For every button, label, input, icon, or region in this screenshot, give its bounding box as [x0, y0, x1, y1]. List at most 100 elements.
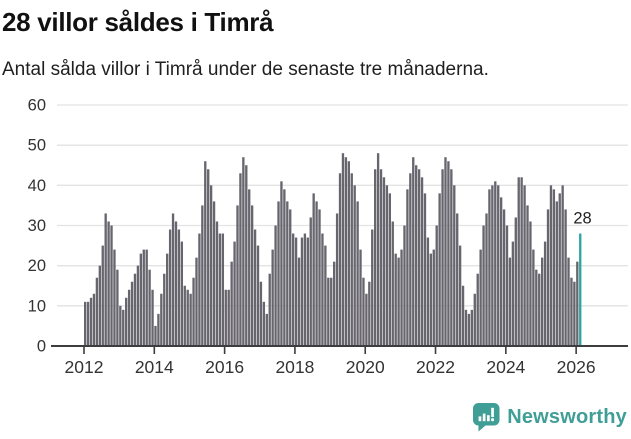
bar — [546, 209, 550, 346]
bar — [89, 297, 93, 346]
bar — [171, 213, 175, 346]
bar — [209, 185, 213, 346]
bar — [570, 277, 573, 346]
bar — [341, 153, 345, 346]
bar — [335, 213, 339, 346]
bar — [315, 201, 318, 346]
bar — [303, 233, 307, 346]
bar — [485, 213, 488, 346]
bar — [438, 193, 441, 346]
bar — [84, 301, 87, 346]
bar — [104, 213, 107, 346]
bar — [300, 237, 304, 346]
bar — [133, 273, 137, 346]
y-axis-tick-label: 30 — [28, 217, 46, 235]
bar — [116, 269, 119, 346]
bar — [136, 265, 140, 346]
bar — [517, 177, 520, 346]
x-axis-tick-label: 2018 — [275, 357, 314, 377]
bar — [180, 241, 184, 346]
logo-bar-small — [478, 416, 482, 422]
bar — [558, 193, 561, 346]
bar — [286, 201, 289, 346]
x-axis-tick-label: 2026 — [557, 357, 596, 377]
logo-exclamation-dot — [491, 418, 495, 422]
bar — [385, 185, 389, 346]
highlighted-bar — [579, 233, 582, 346]
y-axis-tick-label: 50 — [28, 137, 46, 155]
bar — [253, 229, 257, 346]
bar — [403, 225, 406, 346]
bar — [470, 309, 474, 346]
bar — [441, 169, 444, 346]
bar — [494, 181, 497, 346]
bar — [456, 213, 459, 346]
bar — [148, 269, 151, 346]
bar — [201, 205, 204, 346]
bar — [139, 253, 142, 346]
bar — [204, 161, 207, 346]
bar — [297, 257, 301, 346]
bar — [508, 257, 512, 346]
last-value-label: 28 — [573, 210, 591, 228]
bar — [207, 169, 210, 346]
y-axis-tick-label: 60 — [28, 97, 46, 115]
bar — [177, 229, 181, 346]
bar — [195, 257, 198, 346]
bar — [573, 281, 576, 346]
bar — [198, 233, 201, 346]
bar — [291, 233, 295, 346]
logo-bubble-shape — [473, 403, 500, 432]
bar — [388, 193, 391, 346]
bar — [321, 233, 324, 346]
bar — [350, 173, 353, 346]
bar — [130, 281, 134, 346]
brand-label: Newsworthy — [507, 406, 627, 428]
bar — [461, 285, 465, 346]
bar — [154, 325, 157, 346]
bar — [125, 297, 128, 346]
bar — [394, 253, 397, 346]
bar — [359, 249, 362, 346]
bar — [122, 309, 125, 346]
bar — [464, 309, 468, 346]
bar — [242, 157, 245, 346]
y-axis-tick-label: 20 — [28, 257, 46, 275]
bar — [417, 169, 421, 346]
bar — [376, 153, 380, 346]
y-axis-tick-label: 40 — [28, 177, 46, 195]
bar — [453, 185, 456, 346]
bar — [324, 245, 327, 346]
bar — [256, 245, 260, 346]
bar — [239, 173, 242, 346]
x-axis-tick-label: 2014 — [135, 357, 174, 377]
bar — [426, 237, 430, 346]
bar — [505, 225, 509, 346]
bar — [294, 237, 298, 346]
bar — [271, 249, 274, 346]
bar — [186, 289, 189, 346]
bar — [174, 221, 178, 346]
bar — [362, 277, 365, 346]
bar — [268, 273, 271, 346]
bar — [520, 177, 523, 346]
bar — [444, 157, 447, 346]
bar — [330, 277, 333, 346]
bar — [491, 185, 494, 346]
bar — [215, 221, 219, 346]
bar — [283, 189, 286, 346]
bar — [368, 281, 371, 346]
bar — [157, 313, 160, 346]
bar — [479, 249, 482, 346]
bar — [482, 225, 485, 346]
bar — [327, 277, 330, 346]
bar — [423, 193, 427, 346]
bar — [212, 201, 216, 346]
bar — [529, 221, 532, 346]
bar — [432, 249, 435, 346]
bar — [110, 225, 113, 346]
y-axis-tick-label: 0 — [37, 338, 46, 356]
bar — [92, 293, 96, 346]
bar-chart: 0 10 20 30 40 50 60 2012 2014 2016 2018 2020 2022 202… — [0, 95, 631, 395]
x-axis-tick-label: 2016 — [205, 357, 244, 377]
